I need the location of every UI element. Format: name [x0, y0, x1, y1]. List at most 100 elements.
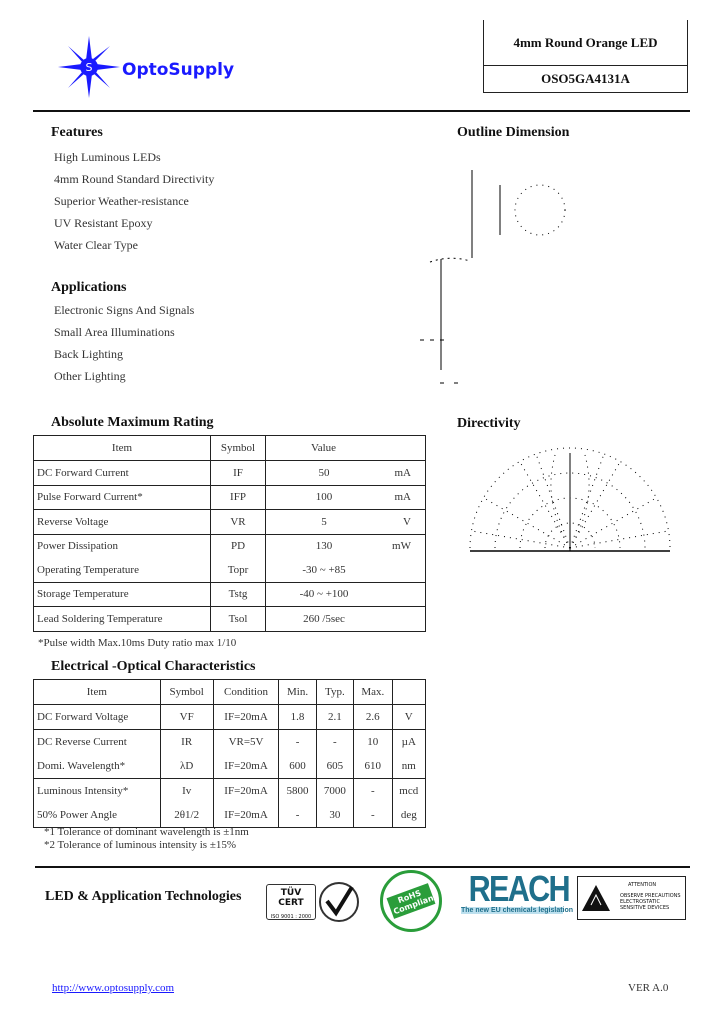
col-header: Item: [33, 679, 161, 705]
part-number: OSO5GA4131A: [541, 71, 630, 86]
cell: 10: [353, 728, 393, 754]
cell: IF=20mA: [212, 802, 280, 828]
reach-text: REACH: [468, 868, 571, 909]
optosupply-sun-logo-icon: S: [58, 36, 120, 98]
footer-rule: [35, 866, 690, 868]
cell-item: Pulse Forward Current*: [33, 484, 211, 510]
cell-item: Power Dissipation: [33, 533, 211, 558]
cell-symbol: Topr: [210, 558, 266, 583]
table-row: Power Dissipation PD 130 mW: [33, 533, 426, 558]
table-row: Reverse Voltage VR 5 V: [33, 509, 426, 535]
col-header: Item: [33, 435, 211, 461]
cell: VR=5V: [212, 728, 280, 754]
tuv-cert-logo: TÜV CERT ISO 9001 : 2000: [266, 884, 316, 920]
abs-max-table: Item Symbol Value DC Forward Current IF 50 mA…: [33, 435, 426, 632]
eo-heading: Electrical -Optical Characteristics: [51, 659, 256, 674]
cell: IR: [159, 728, 214, 754]
footer-tagline: LED & Application Technologies: [45, 889, 242, 904]
check-cert-icon: [319, 882, 359, 922]
title-box: 4mm Round Orange LED OSO5GA4131A: [483, 20, 688, 93]
cell-item: Operating Temperature: [33, 558, 211, 583]
esd-warning-label: ATTENTION OBSERVE PRECAUTIONS ELECTROSTA…: [577, 876, 686, 920]
eo-table: Item Symbol Condition Min. Typ. Max. DC Forwa…: [33, 679, 427, 828]
cell-unit: [382, 558, 426, 583]
cell: Iv: [159, 777, 214, 803]
cell: IF=20mA: [212, 753, 280, 779]
cell-value: 130: [265, 533, 382, 558]
cell: DC Reverse Current: [33, 728, 161, 754]
application-item: Electronic Signs And Signals: [54, 303, 195, 317]
cell-item: DC Forward Current: [33, 460, 211, 486]
cell-unit: V: [382, 509, 426, 535]
cell: λD: [159, 753, 214, 779]
cell: 605: [315, 753, 355, 779]
cell: 50% Power Angle: [33, 802, 161, 828]
cell-value: 50: [265, 460, 382, 486]
cell: 2.6: [353, 704, 393, 730]
col-header: Typ.: [315, 679, 355, 705]
application-item: Back Lighting: [54, 347, 123, 361]
feature-item: UV Resistant Epoxy: [54, 216, 153, 230]
cell: nm: [391, 753, 427, 779]
cell-symbol: IF: [210, 460, 266, 486]
esd-warning-icon: [582, 885, 610, 911]
cell: 2.1: [315, 704, 355, 730]
cell-symbol: PD: [210, 533, 266, 558]
website-link[interactable]: http://www.optosupply.com: [52, 982, 175, 994]
col-header: Max.: [353, 679, 393, 705]
table-row: DC Reverse Current IR VR=5V - -10 µA: [33, 728, 427, 754]
cell: 1.8: [278, 704, 317, 730]
cell-value: 260 /5sec: [265, 606, 382, 632]
cell: 30: [315, 802, 355, 828]
cell: µA: [391, 728, 427, 754]
cell: 5800: [278, 777, 317, 803]
cell-value: -40 ~ +100: [265, 581, 382, 607]
col-header: Min.: [278, 679, 317, 705]
cell-unit: mA: [382, 484, 426, 510]
cell: IF=20mA: [212, 704, 280, 730]
feature-item: 4mm Round Standard Directivity: [54, 172, 215, 186]
directivity-polar-plot: [469, 447, 671, 552]
esd-text: OBSERVE PRECAUTIONS ELECTROSTATIC SENSIT…: [620, 893, 681, 911]
outline-heading: Outline Dimension: [457, 125, 570, 140]
product-title: 4mm Round Orange LED: [484, 20, 687, 66]
cell: DC Forward Voltage: [33, 704, 161, 730]
cell: -: [278, 802, 317, 828]
esd-title: ATTENTION: [628, 882, 657, 888]
table-row: Storage Temperature Tstg -40 ~ +100: [33, 581, 426, 607]
rohs-text: RoHS Compliant: [386, 883, 438, 919]
cell: 2θ1/2: [159, 802, 214, 828]
cell: deg: [391, 802, 427, 828]
cell-symbol: Tsol: [210, 606, 266, 632]
cell: 610: [353, 753, 393, 779]
cell-unit: [382, 581, 426, 607]
cell-unit: mW: [382, 533, 426, 558]
tuv-text: TÜV CERT: [278, 888, 304, 908]
feature-item: Water Clear Type: [54, 238, 138, 252]
cell-unit: [382, 606, 426, 632]
header-rule: [33, 110, 690, 112]
col-header: [391, 679, 427, 705]
cell-value: 100: [265, 484, 382, 510]
cell: -: [353, 777, 393, 803]
table-row: DC Forward Current IF 50 mA: [33, 460, 426, 486]
table-row: Domi. Wavelength* λD IF=20mA 600 605 610 nm: [33, 753, 427, 779]
applications-heading: Applications: [51, 280, 127, 295]
table-row: Luminous Intensity* Iv IF=20mA 5800 7000- mcd: [33, 777, 427, 803]
brand-name: OptoSupply: [122, 60, 235, 80]
cell-symbol: IFP: [210, 484, 266, 510]
cell: mcd: [391, 777, 427, 803]
outline-dimension-drawing: [420, 170, 566, 384]
col-header: Symbol: [210, 435, 266, 461]
eo-note: *2 Tolerance of luminous intensity is ±1…: [44, 839, 237, 851]
cell-symbol: Tstg: [210, 581, 266, 607]
reach-logo: REACH The new EU chemicals legislation: [461, 868, 573, 919]
abs-max-heading: Absolute Maximum Rating: [51, 415, 214, 430]
cell: -: [315, 728, 355, 754]
cell: IF=20mA: [212, 777, 280, 803]
features-heading: Features: [51, 125, 103, 140]
cell: V: [391, 704, 427, 730]
cell-unit: mA: [382, 460, 426, 486]
cell: VF: [159, 704, 214, 730]
